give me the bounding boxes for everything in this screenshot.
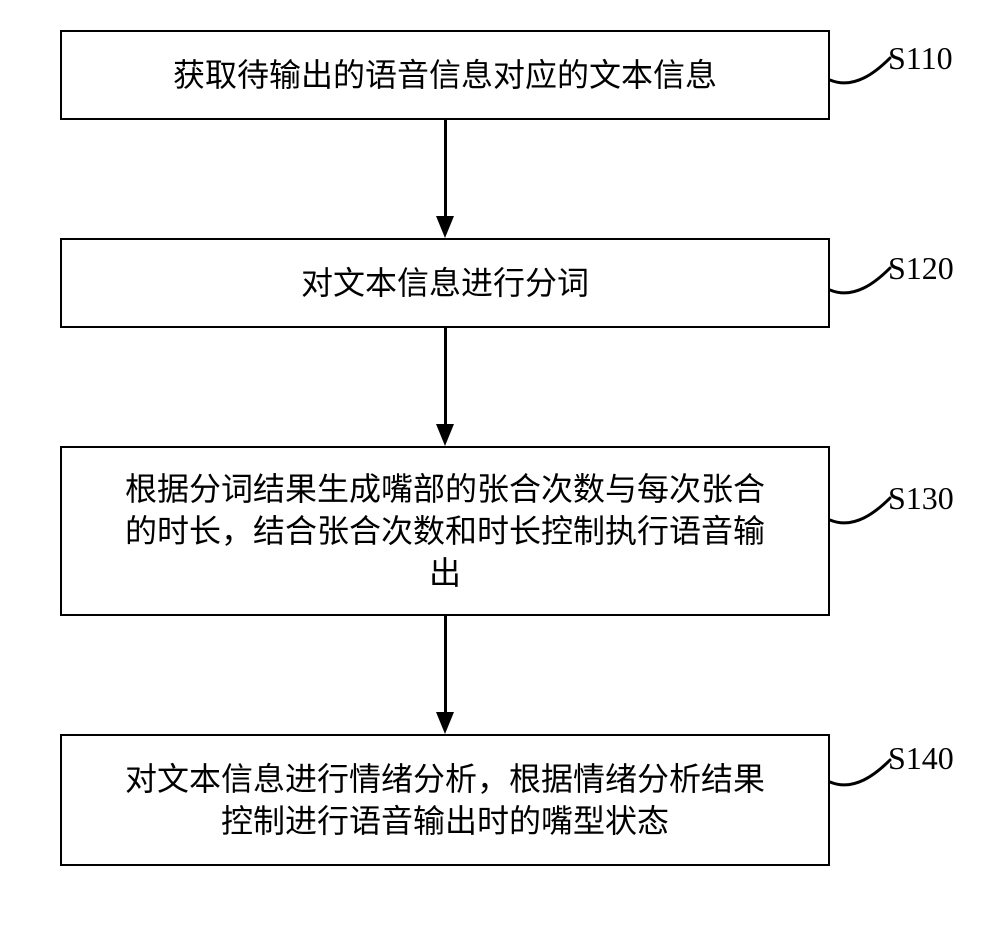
flowchart-canvas: 获取待输出的语音信息对应的文本信息对文本信息进行分词根据分词结果生成嘴部的张合次…	[0, 0, 1000, 938]
connector-curve	[0, 0, 1000, 938]
